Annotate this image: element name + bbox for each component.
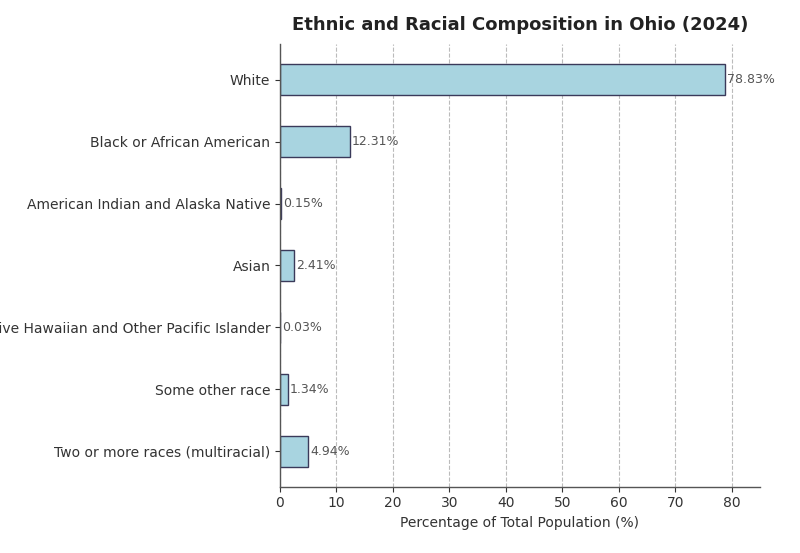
X-axis label: Percentage of Total Population (%): Percentage of Total Population (%) (401, 516, 639, 530)
Text: 1.34%: 1.34% (290, 383, 330, 396)
Text: 12.31%: 12.31% (352, 135, 399, 148)
Text: 2.41%: 2.41% (296, 259, 335, 272)
Text: 78.83%: 78.83% (727, 74, 775, 86)
Bar (280, 250, 294, 281)
Text: 0.03%: 0.03% (282, 321, 322, 334)
Bar (280, 374, 287, 405)
Text: 4.94%: 4.94% (310, 445, 350, 457)
Bar (280, 188, 281, 219)
Bar (280, 64, 725, 95)
Text: 0.15%: 0.15% (283, 197, 323, 210)
Bar (280, 436, 308, 467)
Title: Ethnic and Racial Composition in Ohio (2024): Ethnic and Racial Composition in Ohio (2… (292, 17, 748, 34)
Bar (280, 126, 350, 157)
